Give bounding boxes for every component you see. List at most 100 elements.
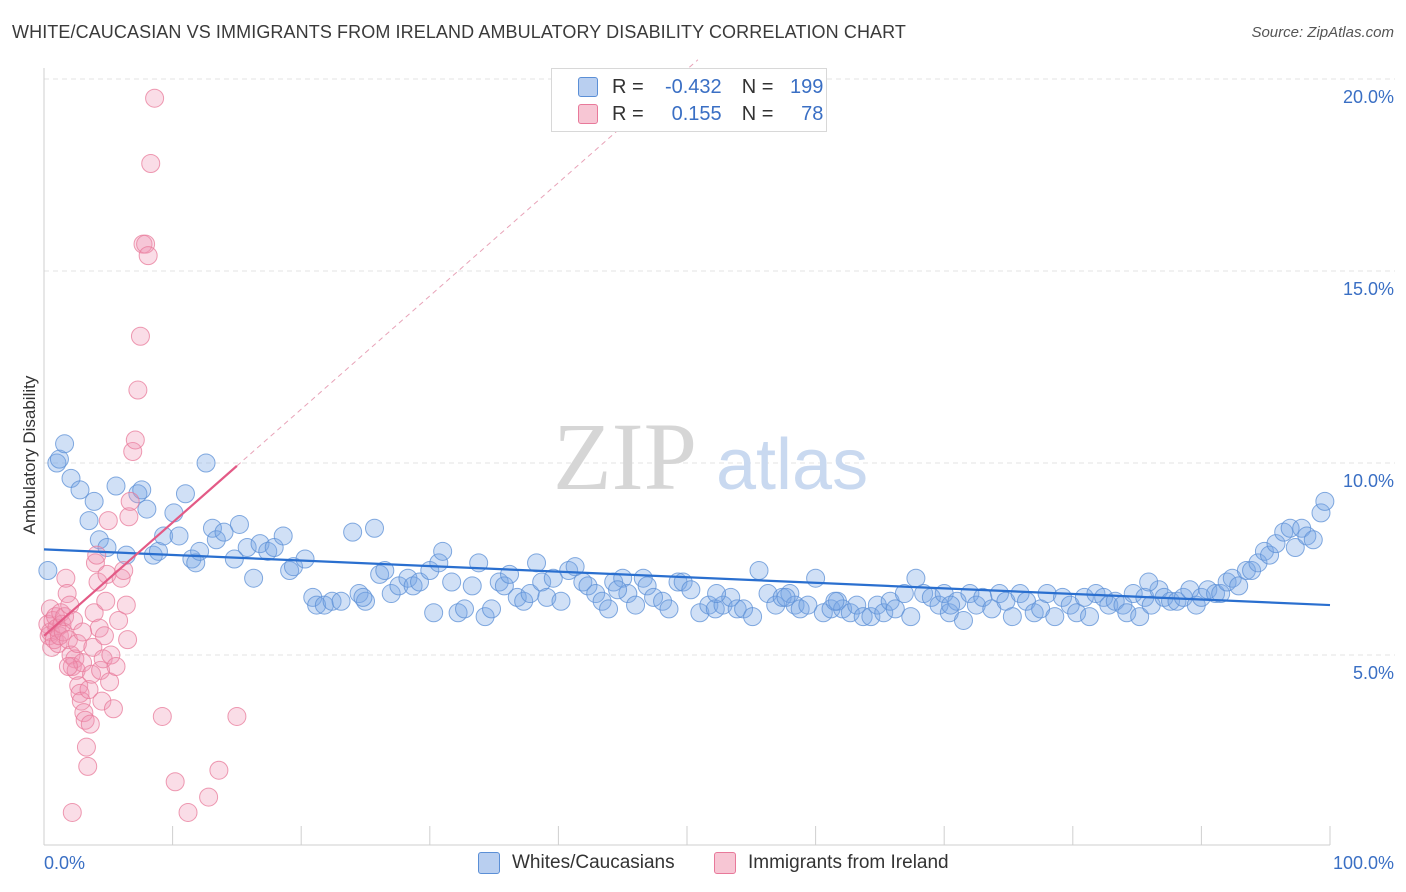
point-whites bbox=[721, 587, 741, 607]
point-whites bbox=[475, 607, 495, 627]
point-ireland bbox=[87, 545, 107, 565]
point-whites bbox=[543, 568, 563, 588]
trend-line-whites bbox=[43, 548, 1331, 607]
source-credit: Source: ZipAtlas.com bbox=[1251, 24, 1394, 41]
point-whites bbox=[1266, 534, 1286, 554]
point-whites bbox=[349, 584, 369, 604]
point-whites bbox=[1191, 587, 1211, 607]
point-whites bbox=[626, 595, 646, 615]
point-ireland bbox=[123, 441, 143, 461]
legend-item-ireland[interactable]: Immigrants from Ireland bbox=[714, 852, 949, 874]
point-whites bbox=[847, 595, 867, 615]
point-whites bbox=[1117, 603, 1137, 623]
axes bbox=[43, 68, 1331, 846]
point-whites bbox=[637, 576, 657, 596]
point-whites bbox=[1074, 587, 1094, 607]
y-tick-labels: 5.0% 10.0% 15.0% 20.0% bbox=[1343, 87, 1394, 683]
point-whites bbox=[343, 522, 363, 542]
point-ireland bbox=[92, 691, 112, 711]
point-whites bbox=[1248, 553, 1268, 573]
point-whites bbox=[727, 599, 747, 619]
point-whites bbox=[1080, 607, 1100, 627]
point-whites bbox=[537, 587, 557, 607]
point-ireland bbox=[67, 633, 87, 653]
point-whites bbox=[758, 584, 778, 604]
point-whites bbox=[202, 518, 222, 538]
point-ireland bbox=[98, 511, 118, 531]
point-whites bbox=[164, 503, 184, 523]
point-whites bbox=[214, 522, 234, 542]
legend-r-value: -0.432 bbox=[664, 75, 722, 98]
point-whites bbox=[1123, 584, 1143, 604]
point-whites bbox=[462, 576, 482, 596]
point-whites bbox=[867, 595, 887, 615]
point-whites bbox=[608, 580, 628, 600]
point-whites bbox=[89, 530, 109, 550]
point-whites bbox=[190, 541, 210, 561]
legend-label-ireland: Immigrants from Ireland bbox=[748, 852, 949, 873]
point-whites bbox=[494, 576, 514, 596]
point-whites bbox=[196, 453, 216, 473]
point-ireland bbox=[85, 553, 105, 573]
legend-n-value: 199 bbox=[790, 75, 824, 98]
point-whites bbox=[514, 591, 534, 611]
point-whites bbox=[186, 553, 206, 573]
point-ireland bbox=[138, 246, 158, 266]
point-whites bbox=[1130, 607, 1150, 627]
x-tick-label: 0.0% bbox=[44, 853, 85, 873]
point-whites bbox=[1229, 576, 1249, 596]
point-whites bbox=[681, 580, 701, 600]
point-whites bbox=[1217, 572, 1237, 592]
point-whites bbox=[1045, 607, 1065, 627]
point-ireland bbox=[120, 491, 140, 511]
point-whites bbox=[182, 549, 202, 569]
point-whites bbox=[953, 610, 973, 630]
trend-line-ireland-extension bbox=[236, 59, 699, 467]
legend-item-whites[interactable]: Whites/Caucasians bbox=[478, 852, 675, 874]
point-whites bbox=[1311, 503, 1331, 523]
data-points bbox=[38, 88, 1335, 822]
point-whites bbox=[169, 526, 189, 546]
point-whites bbox=[599, 599, 619, 619]
point-whites bbox=[806, 568, 826, 588]
chart-title: WHITE/CAUCASIAN VS IMMIGRANTS FROM IRELA… bbox=[12, 22, 907, 42]
point-whites bbox=[1002, 607, 1022, 627]
legend-r-label: R = bbox=[612, 102, 644, 125]
point-whites bbox=[237, 537, 257, 557]
point-whites bbox=[885, 599, 905, 619]
point-whites bbox=[455, 599, 475, 619]
watermark-atlas: atlas bbox=[716, 425, 868, 505]
y-tick-label: 5.0% bbox=[1353, 663, 1394, 683]
point-ireland bbox=[96, 591, 116, 611]
point-whites bbox=[578, 576, 598, 596]
point-whites bbox=[206, 530, 226, 550]
legend-n-label: N = bbox=[741, 75, 774, 98]
point-whites bbox=[137, 499, 157, 519]
point-whites bbox=[442, 572, 462, 592]
point-ireland bbox=[75, 710, 95, 730]
point-ireland bbox=[116, 595, 136, 615]
point-ireland bbox=[199, 787, 219, 807]
legend-row-whites: R = -0.432 N = 199 bbox=[578, 74, 823, 100]
point-ireland bbox=[130, 326, 150, 346]
point-whites bbox=[295, 549, 315, 569]
point-whites bbox=[1161, 591, 1181, 611]
point-ireland bbox=[141, 153, 161, 173]
point-ireland bbox=[58, 657, 78, 677]
point-whites bbox=[375, 561, 395, 581]
point-ireland bbox=[125, 430, 145, 450]
point-whites bbox=[1236, 561, 1256, 581]
point-ireland bbox=[101, 645, 121, 665]
point-whites bbox=[353, 587, 373, 607]
y-tick-label: 20.0% bbox=[1343, 87, 1394, 107]
point-whites bbox=[1067, 603, 1087, 623]
point-ireland bbox=[80, 714, 100, 734]
point-whites bbox=[49, 449, 69, 469]
point-whites bbox=[106, 476, 126, 496]
point-ireland bbox=[128, 380, 148, 400]
point-ireland bbox=[74, 703, 94, 723]
zipatlas-watermark: ZIP atlas bbox=[553, 403, 868, 510]
x-tick-labels: 0.0% 100.0% bbox=[44, 853, 1394, 873]
point-ireland bbox=[76, 737, 96, 757]
point-whites bbox=[551, 591, 571, 611]
